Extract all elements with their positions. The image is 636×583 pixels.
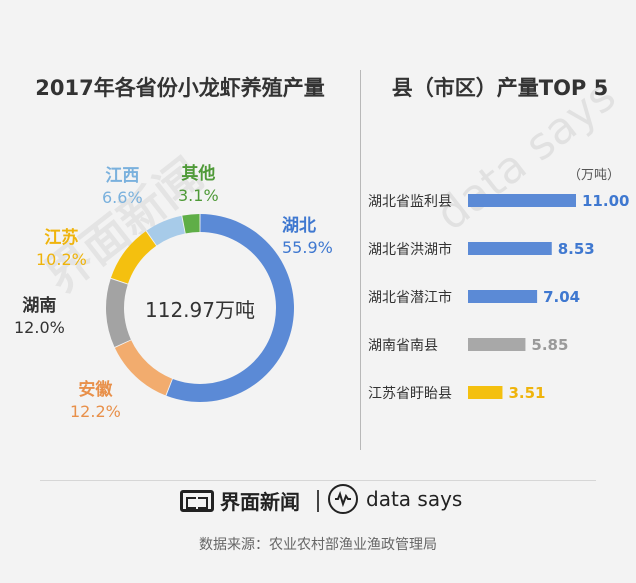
datasays-logo-text: data says (366, 487, 463, 511)
bar-value-label-0: 11.00 (582, 192, 629, 210)
donut-label-value-1: 12.2% (70, 402, 121, 421)
donut-label-name-5: 其他 (181, 164, 216, 184)
bar-3 (468, 338, 526, 351)
panel-divider (360, 70, 361, 450)
donut-chart (106, 214, 295, 403)
donut-label-0: 湖北 55.9% (282, 216, 333, 258)
donut-label-name-3: 江苏 (44, 228, 79, 248)
donut-slice-1 (114, 340, 173, 396)
donut-label-value-2: 12.0% (14, 318, 65, 337)
donut-label-name-2: 湖南 (22, 296, 57, 316)
bar-0 (468, 194, 576, 207)
donut-label-value-0: 55.9% (282, 238, 333, 257)
donut-label-4: 江西 6.6% (102, 166, 143, 208)
bar-category-label-4: 江苏省盱眙县 (368, 386, 452, 402)
bar-value-label-2: 7.04 (543, 288, 580, 306)
donut-label-2: 湖南 12.0% (14, 296, 65, 338)
donut-slice-3 (110, 231, 157, 284)
bar-value-label-1: 8.53 (558, 240, 595, 258)
donut-label-name-0: 湖北 (282, 216, 316, 236)
donut-label-name-1: 安徽 (78, 380, 113, 400)
donut-slice-4 (146, 215, 185, 246)
donut-slice-0 (166, 214, 295, 403)
bar-unit-label: （万吨） (568, 168, 621, 183)
jiemian-logo-icon (180, 489, 214, 512)
donut-chart-title: 2017年各省份小龙虾养殖产量 (35, 76, 325, 100)
logo-separator (317, 490, 319, 512)
bar-2 (468, 290, 538, 303)
donut-slice-5 (182, 214, 200, 234)
waveform-icon (328, 484, 358, 514)
data-source-note: 数据来源：农业农村部渔业渔政管理局 (199, 537, 437, 553)
bar-category-label-0: 湖北省监利县 (368, 194, 452, 210)
bar-chart-title: 县（市区）产量TOP 5 (391, 76, 609, 100)
footer-divider (40, 480, 596, 481)
bar-category-label-2: 湖北省潜江市 (368, 289, 452, 306)
donut-total-label: 112.97万吨 (145, 298, 255, 322)
bar-value-label-4: 3.51 (508, 384, 545, 402)
donut-label-5: 其他 3.1% (178, 164, 219, 206)
datasays-logo: data says (328, 484, 462, 514)
donut-slice-2 (106, 278, 131, 348)
donut-label-3: 江苏 10.2% (36, 228, 87, 270)
donut-label-value-5: 3.1% (178, 186, 219, 205)
jiemian-logo-text: 界面新闻 (220, 490, 300, 514)
bar-category-label-3: 湖南省南县 (368, 338, 438, 354)
bar-value-label-3: 5.85 (531, 336, 568, 354)
jiemian-logo: 界面新闻 (180, 486, 300, 515)
bar-1 (468, 242, 552, 255)
donut-label-name-4: 江西 (105, 166, 140, 186)
donut-label-value-3: 10.2% (36, 250, 87, 269)
bar-4 (468, 386, 503, 399)
donut-label-value-4: 6.6% (102, 188, 143, 207)
bar-category-label-1: 湖北省洪湖市 (368, 241, 452, 258)
bar-chart: 湖北省监利县 11.00 湖北省洪湖市 8.53 湖北省潜江市 7.04 湖南省南县 5.85… (368, 192, 629, 402)
donut-label-1: 安徽 12.2% (70, 380, 121, 422)
